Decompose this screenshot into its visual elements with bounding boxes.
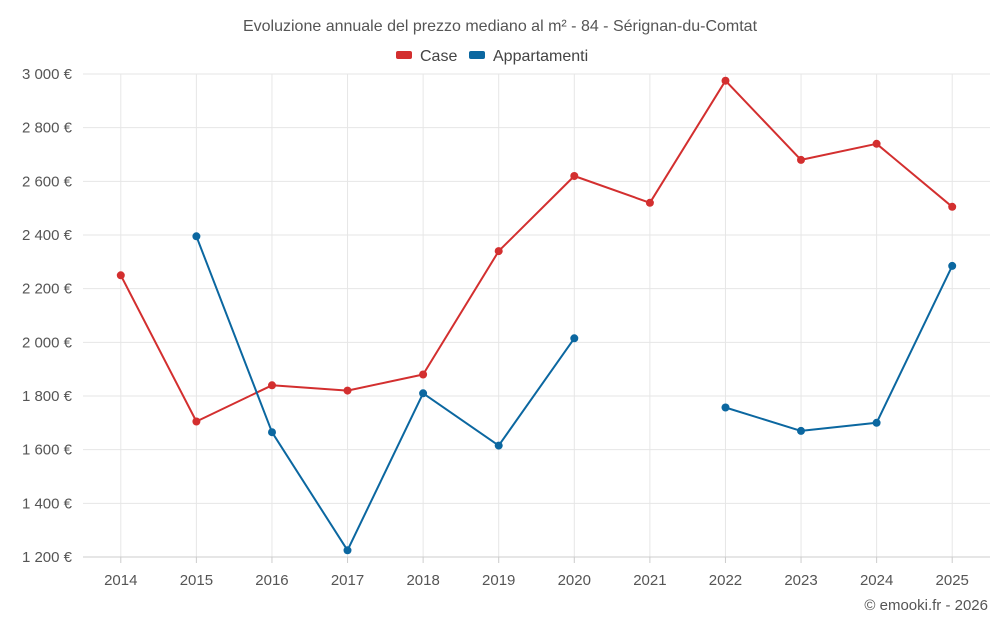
legend-label-case: Case [420, 48, 457, 65]
x-tick-label: 2014 [104, 572, 137, 589]
legend-swatch-appartamenti [469, 51, 485, 59]
legend-item-case[interactable]: Case [396, 48, 457, 65]
plot-area [116, 76, 957, 555]
data-point-case[interactable] [116, 271, 125, 280]
series-line-case [119, 79, 953, 423]
legend-item-appartamenti[interactable]: Appartamenti [469, 48, 588, 65]
x-tick-label: 2023 [784, 572, 817, 589]
x-tick-label: 2017 [331, 572, 364, 589]
y-tick-label: 2 200 € [22, 281, 73, 298]
grid [83, 73, 990, 558]
y-tick-label: 1 800 € [22, 388, 73, 405]
data-point-case[interactable] [645, 198, 654, 207]
data-point-case[interactable] [419, 370, 428, 379]
x-tick-label: 2016 [255, 572, 288, 589]
data-point-appartamenti[interactable] [797, 426, 805, 435]
legend-label-appartamenti: Appartamenti [493, 48, 588, 65]
data-point-case[interactable] [192, 417, 201, 426]
data-point-case[interactable] [797, 155, 805, 164]
y-tick-label: 2 000 € [22, 334, 73, 351]
data-point-appartamenti[interactable] [494, 441, 503, 450]
x-axis: 2014 2015 2016 2017 2018 2019 2020 2021 2022 2023… [83, 556, 990, 589]
data-point-case[interactable] [268, 381, 276, 390]
data-point-case[interactable] [721, 76, 730, 85]
credit-text: © emooki.fr - 2026 [864, 597, 988, 614]
y-tick-label: 1 200 € [22, 549, 73, 566]
x-tick-label: 2025 [936, 572, 969, 589]
x-tick-label: 2022 [709, 572, 742, 589]
data-point-appartamenti[interactable] [268, 428, 276, 437]
x-tick-label: 2019 [482, 572, 515, 589]
data-point-case[interactable] [570, 172, 579, 180]
data-point-appartamenti[interactable] [343, 546, 352, 555]
data-point-case[interactable] [948, 202, 957, 211]
y-tick-label: 1 400 € [22, 495, 73, 512]
series-case [116, 76, 957, 426]
y-tick-label: 2 800 € [22, 120, 73, 137]
data-point-appartamenti[interactable] [721, 403, 730, 412]
data-point-appartamenti[interactable] [948, 261, 957, 270]
y-tick-label: 2 400 € [22, 227, 73, 244]
series-line-appartamenti [195, 235, 576, 552]
x-tick-label: 2018 [406, 572, 439, 589]
data-point-case[interactable] [872, 139, 881, 148]
series-line-appartamenti [725, 265, 954, 432]
data-point-appartamenti[interactable] [419, 389, 428, 398]
x-tick-label: 2021 [633, 572, 666, 589]
legend-swatch-case [396, 51, 412, 59]
y-axis: 1 200 € 1 400 € 1 600 € 1 800 € 2 000 € 2 200… [22, 66, 73, 566]
series-appartamenti [192, 232, 957, 555]
x-tick-label: 2024 [860, 572, 893, 589]
data-point-appartamenti[interactable] [570, 334, 579, 343]
y-tick-label: 2 600 € [22, 173, 73, 190]
x-tick-label: 2015 [180, 572, 213, 589]
chart-title: Evoluzione annuale del prezzo mediano al… [243, 18, 758, 35]
legend: Case Appartamenti [396, 48, 588, 65]
y-tick-label: 1 600 € [22, 442, 73, 459]
data-point-appartamenti[interactable] [192, 232, 201, 241]
x-tick-label: 2020 [558, 572, 591, 589]
data-point-case[interactable] [343, 386, 352, 395]
data-point-appartamenti[interactable] [872, 418, 881, 427]
data-point-case[interactable] [494, 247, 503, 256]
y-tick-label: 3 000 € [22, 66, 73, 83]
